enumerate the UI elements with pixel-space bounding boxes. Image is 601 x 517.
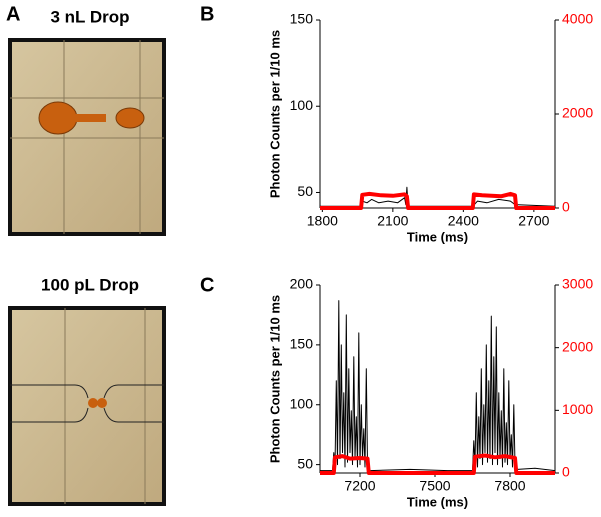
y2-tick-label: 2000 [562,105,593,121]
x-tick-label: 7200 [344,478,375,494]
panel-title: 100 pL Drop [41,275,139,294]
y-axis-label: Photon Counts per 1/10 ms [267,295,282,463]
y-tick-label: 50 [297,183,313,199]
panel-title: 3 nL Drop [50,7,129,26]
panel-letter: B [200,3,214,25]
x-axis-label: Time (ms) [407,229,468,244]
y-tick-label: 150 [290,336,314,352]
y-tick-label: 100 [290,395,314,411]
x-tick-label: 2100 [377,213,408,229]
micrograph [8,38,166,236]
y2-tick-label: 3000 [562,276,593,292]
y-axis-label: Photon Counts per 1/10 ms [267,30,282,198]
series-line [320,300,556,472]
series-line [320,191,555,210]
panel-letter: A [6,3,20,25]
x-tick-label: 2400 [448,213,479,229]
panel-letter: C [200,274,214,296]
x-tick-label: 7800 [494,478,525,494]
y2-tick-label: 1000 [562,401,593,417]
series-line [320,453,555,475]
y-tick-label: 50 [297,455,313,471]
x-tick-label: 2700 [518,213,549,229]
y2-tick-label: 0 [562,199,570,215]
y2-tick-label: 4000 [562,11,593,27]
series-line [320,186,556,207]
x-axis-label: Time (ms) [407,494,468,509]
y2-tick-label: 0 [562,464,570,480]
x-tick-label: 7500 [419,478,450,494]
micrograph [8,306,166,506]
y2-tick-label: 2000 [562,338,593,354]
y-tick-label: 150 [290,11,314,27]
y-tick-label: 200 [290,276,314,292]
y-tick-label: 100 [290,97,314,113]
x-tick-label: 1800 [307,213,338,229]
